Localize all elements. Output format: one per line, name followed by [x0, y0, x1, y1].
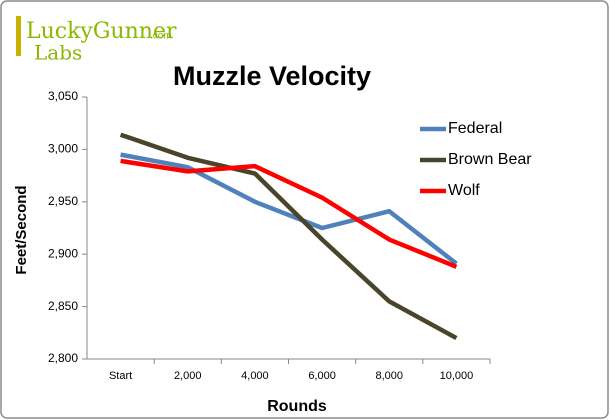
y-tick-label: 3,000	[48, 142, 78, 156]
y-tick-label: 2,900	[48, 246, 78, 260]
legend-label: Wolf	[448, 182, 480, 199]
y-tick-label: 2,800	[48, 351, 78, 365]
legend-label: Brown Bear	[448, 151, 532, 168]
y-axis-title: Feet/Second	[13, 185, 30, 274]
x-tick-label: Start	[109, 370, 132, 382]
x-tick-label: 2,000	[174, 370, 202, 382]
y-tick-label: 2,850	[48, 299, 78, 313]
series-line	[119, 132, 458, 341]
x-tick-label: 6,000	[308, 370, 336, 382]
x-axis-title: Rounds	[267, 398, 327, 415]
y-tick-label: 2,950	[48, 194, 78, 208]
series-line	[120, 158, 458, 269]
x-tick-label: 8,000	[375, 370, 403, 382]
logo-sub: Labs	[34, 41, 82, 65]
series-line	[120, 152, 458, 266]
chart-title: Muzzle Velocity	[173, 61, 371, 91]
legend-label: Federal	[448, 120, 502, 137]
logo: LuckyGunner .com Labs	[16, 16, 177, 65]
logo-brand: LuckyGunner	[26, 19, 177, 44]
x-tick-label: 10,000	[440, 370, 474, 382]
x-tick-label: 4,000	[241, 370, 269, 382]
logo-suffix: .com	[150, 31, 172, 42]
logo-icon	[16, 16, 21, 56]
y-tick-label: 3,050	[48, 89, 78, 103]
